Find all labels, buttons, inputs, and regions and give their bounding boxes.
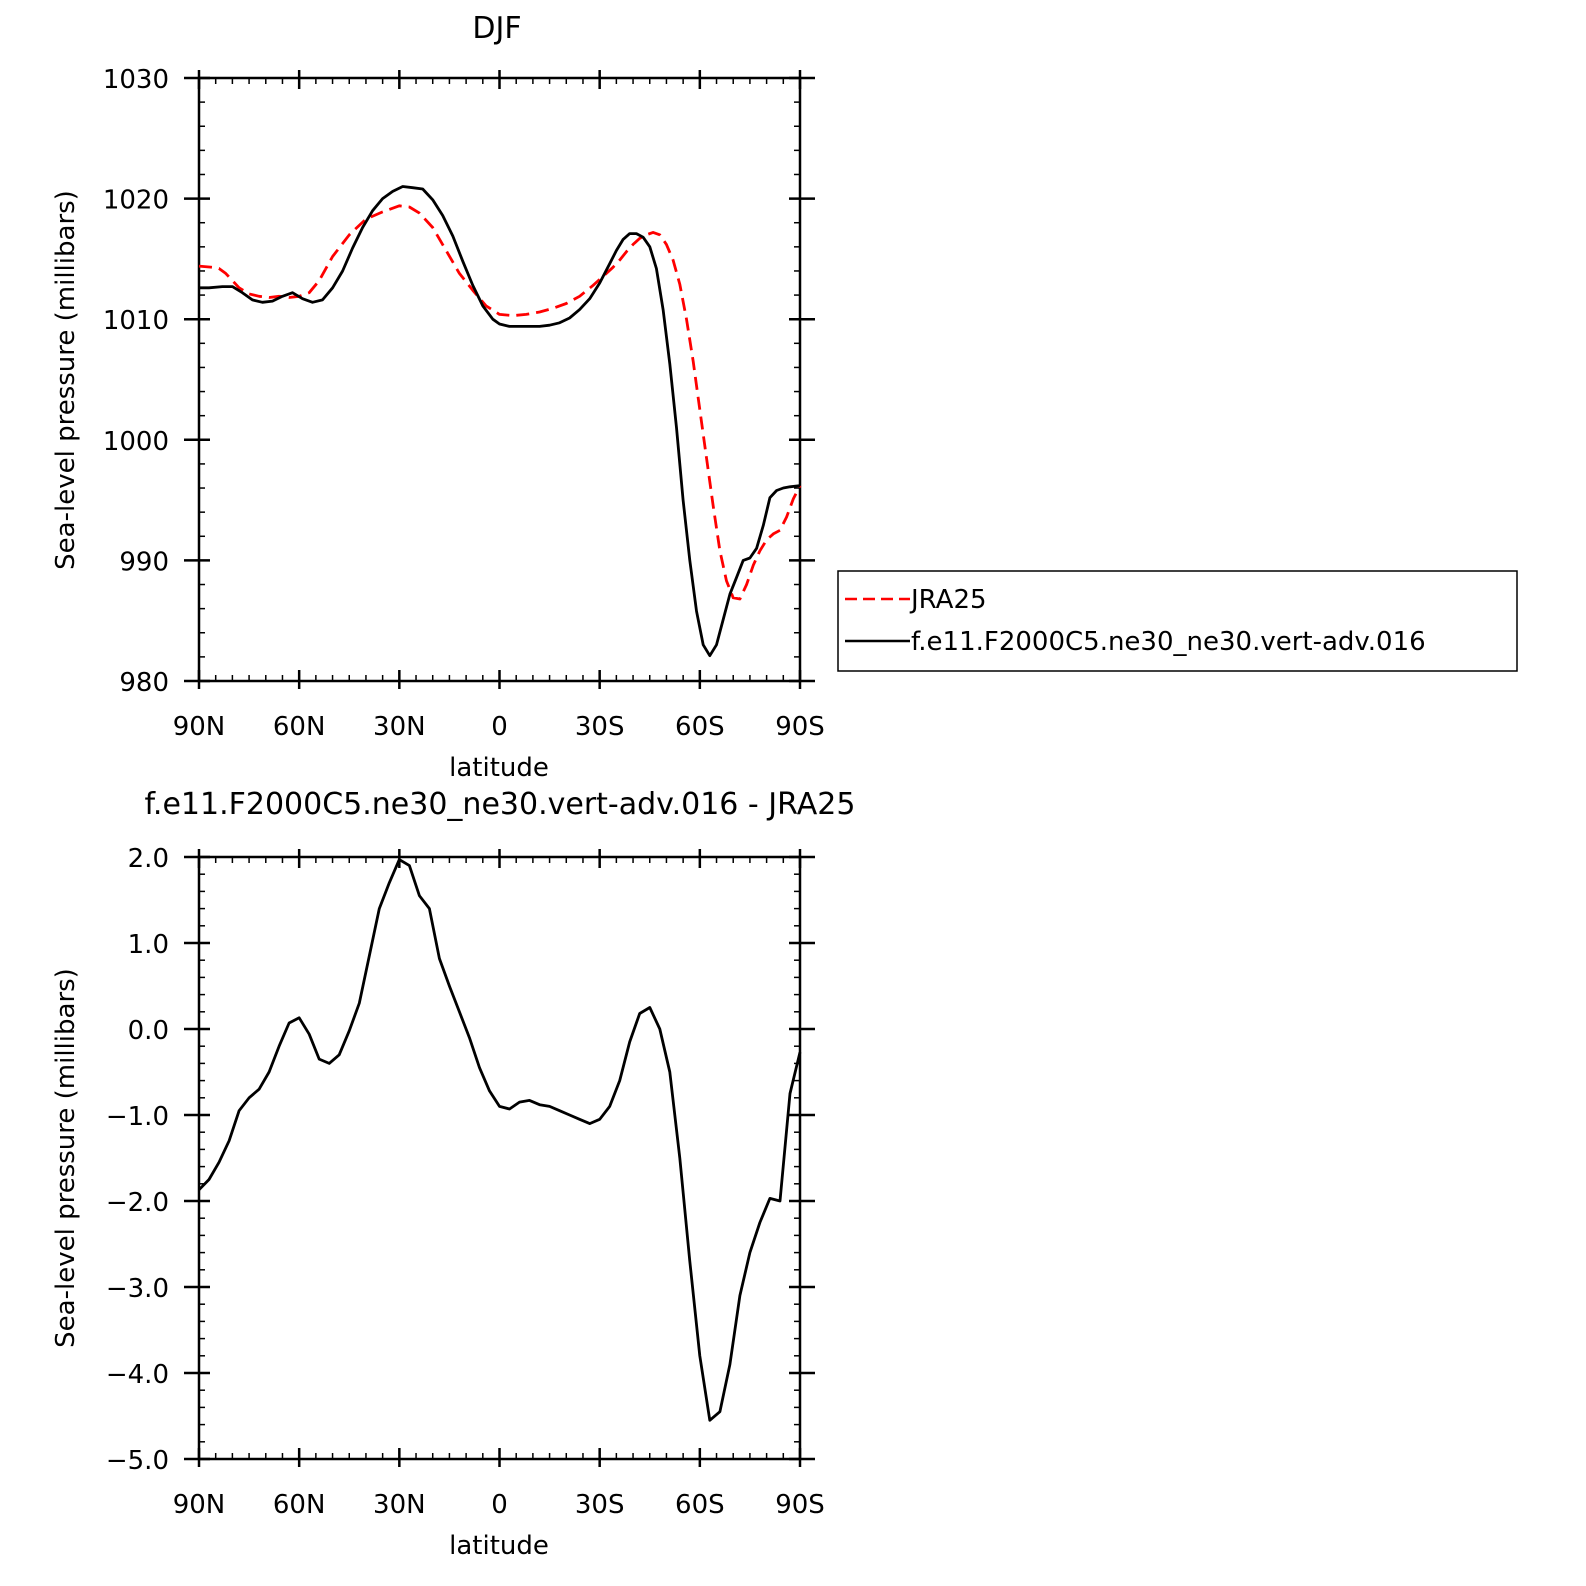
- x-tick-label: 30S: [575, 1490, 625, 1520]
- bottom-y-ticks: 2.0 1.0 0.0 −1.0 −2.0 −3.0 −4.0 −5.0: [106, 844, 815, 1476]
- top-x-axis-label: latitude: [449, 753, 549, 783]
- x-tick-label: 30S: [575, 712, 625, 742]
- legend: JRA25 f.e11.F2000C5.ne30_ne30.vert-adv.0…: [837, 570, 1518, 672]
- x-tick-label: 60N: [273, 712, 326, 742]
- x-tick-label: 60S: [675, 712, 725, 742]
- series-line-1: [199, 185, 801, 658]
- bottom-chart-title: f.e11.F2000C5.ne30_ne30.vert-adv.016 - J…: [145, 787, 856, 822]
- top-y-axis-label: Sea-level pressure (millibars): [51, 190, 81, 570]
- x-tick-label: 60S: [675, 1490, 725, 1520]
- x-tick-label: 90N: [173, 1490, 226, 1520]
- top-lines: [198, 185, 802, 658]
- x-tick-label: 0: [491, 1490, 508, 1520]
- bottom-lines: [197, 858, 802, 1422]
- top-minor-ticks: [199, 78, 800, 681]
- bottom-panel: f.e11.F2000C5.ne30_ne30.vert-adv.016 - J…: [51, 787, 855, 1561]
- y-tick-label: −4.0: [106, 1360, 169, 1390]
- bottom-y-axis-label: Sea-level pressure (millibars): [51, 968, 81, 1348]
- x-tick-label: 30N: [373, 712, 426, 742]
- y-tick-label: 0.0: [128, 1016, 169, 1046]
- x-tick-label: 90S: [775, 712, 825, 742]
- y-tick-label: 2.0: [128, 844, 169, 874]
- y-tick-label: 990: [119, 547, 169, 577]
- legend-label-model: f.e11.F2000C5.ne30_ne30.vert-adv.016: [911, 627, 1426, 657]
- y-tick-label: 980: [119, 668, 169, 698]
- y-tick-label: 1000: [103, 427, 169, 457]
- top-x-ticks: 90N 60N 30N 0 30S 60S 90S: [173, 70, 825, 742]
- top-plot-frame: [197, 76, 802, 683]
- bottom-x-axis-label: latitude: [449, 1531, 549, 1561]
- x-tick-label: 90S: [775, 1490, 825, 1520]
- x-tick-label: 60N: [273, 1490, 326, 1520]
- x-tick-label: 0: [491, 712, 508, 742]
- top-panel: DJF 90N 60N 30N 0 30S 60S 90S 1030 1020 1010 1000…: [51, 11, 825, 783]
- legend-label-jra25: JRA25: [909, 585, 987, 615]
- y-tick-label: 1020: [103, 186, 169, 216]
- y-tick-label: −3.0: [106, 1274, 169, 1304]
- top-y-ticks: 1030 1020 1010 1000 990 980: [103, 65, 815, 698]
- y-tick-label: 1.0: [128, 930, 169, 960]
- bottom-minor-ticks: [199, 857, 800, 1459]
- series-line-0: [197, 858, 802, 1422]
- y-tick-label: 1010: [103, 306, 169, 336]
- x-tick-label: 90N: [173, 712, 226, 742]
- top-chart-title: DJF: [472, 11, 521, 46]
- y-tick-label: −5.0: [106, 1446, 169, 1476]
- series-line-0: [198, 204, 802, 601]
- y-tick-label: −1.0: [106, 1102, 169, 1132]
- y-tick-label: 1030: [103, 65, 169, 95]
- bottom-plot-frame: [197, 855, 802, 1461]
- y-tick-label: −2.0: [106, 1188, 169, 1218]
- legend-box: [837, 570, 1518, 672]
- x-tick-label: 30N: [373, 1490, 426, 1520]
- bottom-x-ticks: 90N 60N 30N 0 30S 60S 90S: [173, 849, 825, 1520]
